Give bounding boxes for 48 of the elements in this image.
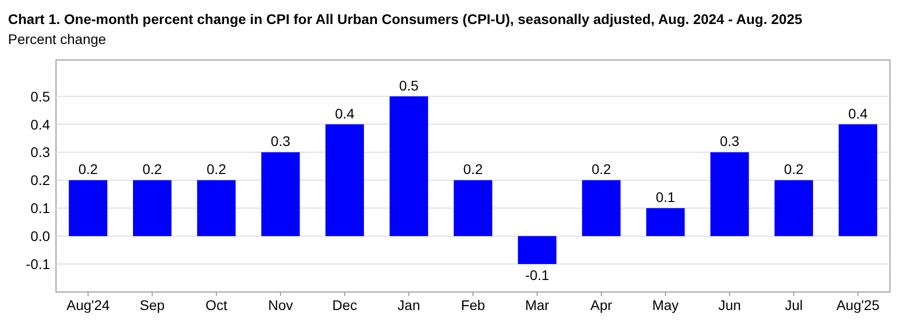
bar	[325, 124, 364, 236]
x-tick-label: May	[652, 297, 679, 313]
bar	[390, 96, 428, 236]
bar	[454, 180, 492, 236]
bar	[68, 180, 108, 236]
bar	[646, 208, 685, 236]
bar	[838, 124, 878, 236]
y-tick-label: 0.0	[30, 228, 50, 244]
y-tick-label: 0.4	[30, 116, 50, 132]
data-label: -0.1	[525, 267, 550, 284]
y-tick-label: 0.2	[30, 172, 50, 188]
bar	[518, 236, 556, 264]
y-tick-label: -0.1	[26, 256, 50, 272]
y-tick-label: 0.3	[30, 144, 50, 160]
data-label: 0.2	[78, 161, 98, 178]
x-tick-label: Oct	[205, 297, 228, 313]
x-tick-label: Jul	[784, 297, 803, 313]
x-tick-label: Jun	[718, 297, 741, 313]
data-label: 0.2	[463, 161, 483, 178]
data-label: 0.2	[592, 161, 612, 178]
x-tick-label: Aug'25	[836, 297, 880, 313]
bar	[132, 180, 172, 236]
chart-title: Chart 1. One-month percent change in CPI for All Urban Consumers (CPI-U), seasonally adjusted, Aug. 2024 - Aug. 2025	[8, 11, 802, 27]
x-tick-label: Aug'24	[66, 297, 110, 313]
bar	[710, 152, 749, 236]
bar	[774, 180, 814, 236]
data-label: 0.4	[334, 105, 355, 122]
data-label: 0.2	[784, 161, 804, 178]
x-tick-label: Feb	[460, 297, 486, 313]
x-tick-label: Dec	[332, 297, 358, 313]
data-label: 0.2	[206, 161, 226, 178]
chart-subtitle: Percent change	[8, 31, 106, 47]
x-tick-label: Mar	[525, 297, 550, 313]
data-label: 0.1	[656, 189, 676, 206]
data-label: 0.5	[399, 77, 419, 94]
x-tick-label: Sep	[140, 297, 165, 313]
bar	[582, 180, 621, 236]
x-tick-label: Jan	[398, 297, 420, 313]
y-tick-label: 0.5	[30, 88, 50, 104]
data-label: 0.2	[142, 161, 162, 178]
bar	[261, 152, 300, 236]
data-label: 0.3	[720, 133, 740, 150]
bar	[197, 180, 236, 236]
x-tick-label: Apr	[590, 297, 613, 313]
x-tick-label: Nov	[268, 297, 293, 313]
data-label: 0.3	[270, 133, 290, 150]
data-label: 0.4	[848, 105, 868, 122]
y-tick-label: 0.1	[30, 200, 50, 216]
